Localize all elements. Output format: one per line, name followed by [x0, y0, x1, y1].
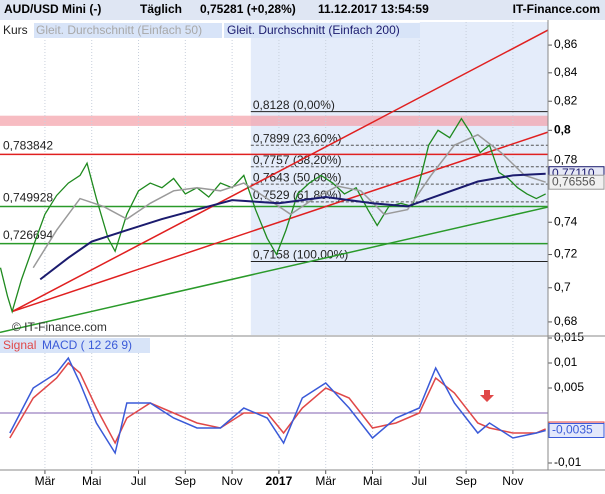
value-box-label: -0,0035 — [552, 423, 593, 437]
fibonacci-label: 0,7899 (23,60%) — [253, 131, 342, 145]
series-line — [32, 133, 546, 269]
x-tick-label: Mär — [315, 474, 336, 488]
level-label: 0,726694 — [3, 228, 53, 242]
y-tick-label: 0,84 — [554, 65, 578, 79]
brand: IT-Finance.com — [513, 2, 600, 16]
x-tick-label: 2017 — [266, 474, 293, 488]
quote: 0,75281 (+0,28%) — [200, 2, 296, 16]
y-tick-label: 0,68 — [554, 314, 578, 328]
legend-box — [34, 23, 222, 38]
y-tick-label: -0,01 — [554, 455, 582, 469]
plot: Mär Mai Jul Sep Nov 2017 Mär Mai Jul Sep Nov 0,86 0,… — [0, 22, 605, 488]
timestamp: 11.12.2017 13:54:59 — [318, 2, 429, 16]
legend-entry: Gleit. Durchschnitt (Einfach 200) — [227, 23, 400, 37]
legend-box — [224, 23, 420, 38]
fibonacci-label: 0,8128 (0,00%) — [253, 98, 335, 112]
instrument: AUD/USD Mini (-) — [4, 2, 101, 16]
x-tick-label: Mai — [363, 474, 382, 488]
x-tick-label: Mai — [82, 474, 101, 488]
y-tick-label: 0,82 — [554, 93, 578, 107]
x-tick-label: Mär — [35, 474, 56, 488]
x-tick-label: Jul — [412, 474, 427, 488]
copyright: © IT-Finance.com — [12, 320, 107, 334]
value-box — [548, 423, 605, 438]
series-line — [0, 117, 546, 314]
series-line — [9, 361, 546, 445]
y-tick-label: 0,86 — [554, 37, 578, 51]
legend-entry: Signal — [3, 338, 36, 352]
header-bar — [0, 0, 605, 20]
legend-entry: Gleit. Durchschnitt (Einfach 50) — [36, 23, 202, 37]
level-label: 0,749928 — [3, 191, 53, 205]
y-tick-label: 0,01 — [554, 355, 578, 369]
value-box-label: 0,76556 — [552, 174, 596, 188]
x-tick-label: Jul — [131, 474, 146, 488]
x-tick-label: Nov — [502, 474, 523, 488]
trendline — [0, 206, 549, 334]
y-tick-label: 0,005 — [554, 380, 584, 394]
legend-box — [0, 338, 150, 353]
y-tick-label: 0,015 — [554, 330, 584, 344]
y-tick-label: 0,78 — [554, 152, 578, 166]
fibonacci-label: 0,7158 (100,00%) — [253, 248, 348, 262]
fibonacci-label: 0,7757 (38,20%) — [253, 153, 342, 167]
series-line — [9, 356, 546, 455]
x-tick-label: Sep — [175, 474, 197, 488]
legend-entry: Kurs — [3, 23, 28, 37]
value-box — [548, 174, 605, 190]
trendline — [11, 131, 549, 313]
legend-entry: MACD ( 12 26 9) — [42, 338, 132, 352]
trendline — [11, 29, 549, 313]
x-tick-label: Sep — [455, 474, 477, 488]
y-tick-label: 0,74 — [554, 214, 578, 228]
interval: Täglich — [140, 2, 182, 16]
series-line — [39, 172, 546, 281]
y-tick-label: 0,72 — [554, 247, 578, 261]
level-label: 0,783842 — [3, 139, 53, 153]
x-tick-label: Nov — [221, 474, 242, 488]
resistance-band — [0, 115, 548, 126]
y-tick-label: 0,8 — [554, 123, 571, 137]
signal-arrow — [480, 390, 494, 402]
y-tick-label: 0,7 — [554, 280, 571, 294]
